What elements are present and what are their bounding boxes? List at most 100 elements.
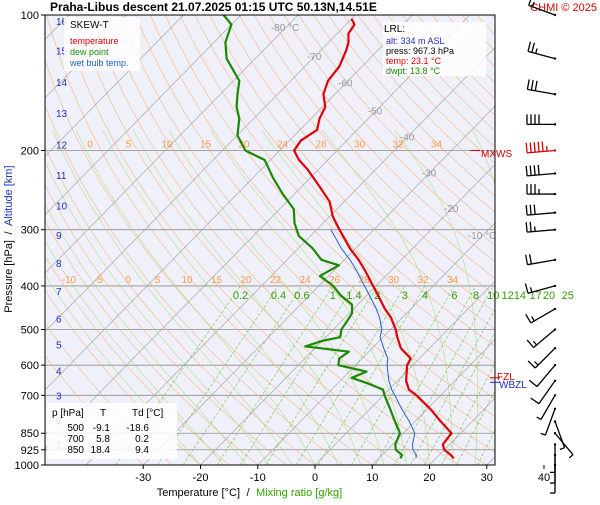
- x-tick-label: 10: [366, 472, 378, 484]
- x-tick-label: 40: [538, 472, 550, 484]
- y-axis-label-group: Pressure [hPa] / Altitude [km]: [3, 165, 15, 312]
- dry-adiabat: [595, 15, 600, 465]
- wind-barb-flag: [530, 222, 531, 232]
- wind-barb-base: [554, 308, 556, 310]
- x-tick-label: 0: [312, 472, 318, 484]
- wind-barb-base: [554, 432, 556, 434]
- wind-barb-base: [554, 408, 556, 410]
- info-line: alt: 334 m ASL: [386, 36, 445, 46]
- mixing-ratio-label: 3: [402, 290, 408, 302]
- table-cell: 700: [67, 434, 84, 445]
- wind-barb-flag: [532, 43, 535, 53]
- dry-adiabat-label: 0: [87, 139, 93, 150]
- wind-barb-half-flag: [541, 433, 546, 435]
- altitude-tick-label: 4: [56, 366, 62, 377]
- info-line: dwpt: 13.8 °C: [386, 66, 441, 76]
- altitude-tick-label: 12: [56, 141, 68, 152]
- table-cell: 18.4: [91, 445, 111, 456]
- wind-barb-shaft: [537, 365, 555, 386]
- wind-barb-half-flag: [560, 448, 565, 450]
- table-header: Td [°C]: [132, 408, 163, 419]
- wind-barb-flag: [535, 81, 537, 91]
- wind-barb-flag: [526, 222, 527, 232]
- dry-adiabat-label: 32: [392, 139, 404, 150]
- wind-barb-base: [554, 93, 556, 95]
- mixing-ratio-label: 0.4: [271, 290, 286, 302]
- wind-barb-flag: [531, 80, 533, 90]
- dry-adiabat-label: 20: [240, 275, 252, 286]
- wind-barb-base: [554, 123, 556, 125]
- x-tick-label: 30: [481, 472, 493, 484]
- dry-adiabat-label: 28: [315, 139, 327, 150]
- table-header: T: [100, 408, 106, 419]
- wind-barb: [527, 184, 556, 195]
- altitude-tick-label: 9: [56, 231, 62, 242]
- y-tick-label: 100: [21, 10, 39, 22]
- isotherm-label: -60: [338, 79, 353, 90]
- dry-adiabat: [580, 15, 600, 465]
- wind-barb-half-flag: [533, 341, 536, 345]
- table-cell: -18.6: [126, 423, 149, 434]
- isotherm-label: -70: [307, 52, 322, 63]
- dry-adiabat-label: 32: [417, 275, 429, 286]
- altitude-tick-label: 8: [56, 259, 62, 270]
- x-tick-label: -20: [193, 472, 209, 484]
- wind-barb-flag: [538, 142, 539, 152]
- dry-adiabat: [551, 15, 600, 465]
- wind-barb-half-flag: [537, 417, 541, 420]
- wind-barb-flag: [526, 143, 527, 153]
- dry-adiabat-label: 34: [447, 275, 459, 286]
- legend-item: temperature: [70, 36, 119, 46]
- wind-barb-flag: [529, 380, 537, 386]
- wind-barb-flag: [528, 361, 535, 368]
- y-tick-label: 1000: [15, 460, 39, 472]
- dry-adiabat-label: 15: [211, 275, 223, 286]
- wind-barb-base: [554, 259, 556, 261]
- wind-barb-base: [554, 172, 556, 174]
- wind-barb-flag: [542, 142, 543, 152]
- wind-barb-half-flag: [569, 455, 573, 458]
- wind-barb: [526, 165, 556, 176]
- table-cell: 0.2: [135, 434, 149, 445]
- wind-barb: [527, 80, 556, 96]
- dry-adiabat-label: 5: [155, 275, 161, 286]
- legend-title: SKEW-T: [70, 20, 109, 31]
- wind-barb-base: [554, 454, 556, 456]
- wind-barb: [529, 364, 556, 387]
- y-tick-label: 925: [21, 445, 39, 457]
- wind-barb-flag: [526, 166, 527, 176]
- table-header: p [hPa]: [52, 408, 84, 419]
- info-title: LRL:: [384, 24, 405, 35]
- x-axis-label: Temperature [°C]: [157, 487, 240, 499]
- altitude-tick-label: 7: [56, 287, 62, 298]
- wind-barbs: [525, 0, 573, 493]
- y-tick-label: 200: [21, 145, 39, 157]
- wind-barb-flag: [526, 255, 528, 265]
- wind-barb-shaft: [555, 433, 573, 454]
- wind-barb-flag: [528, 42, 531, 52]
- table-cell: 5.8: [96, 434, 110, 445]
- wind-barb-base: [554, 464, 556, 466]
- wind-barb-shaft: [531, 309, 555, 323]
- legend-item: dew point: [70, 47, 109, 57]
- x-tick-label: -10: [250, 472, 266, 484]
- wind-barb: [537, 394, 557, 419]
- wind-barb: [527, 114, 556, 125]
- wind-barb-base: [554, 57, 556, 59]
- mxws-label: MXWS: [481, 149, 512, 160]
- wind-barb-half-flag: [532, 317, 535, 321]
- dry-adiabat-label: 24: [277, 139, 289, 150]
- wind-barb-base: [554, 328, 556, 330]
- wind-barb-base: [554, 229, 556, 231]
- dry-adiabat: [536, 15, 600, 465]
- mixing-ratio-label: 10: [487, 290, 499, 302]
- wind-barb: [526, 205, 556, 216]
- wind-barb-flag: [538, 165, 539, 175]
- wind-barb: [550, 464, 556, 493]
- dry-adiabat-label: 34: [431, 139, 443, 150]
- x-axis-label-mixing: Mixing ratio [g/kg]: [256, 487, 342, 499]
- info-line: press: 967.3 hPa: [386, 46, 454, 56]
- wind-barb-half-flag: [535, 362, 539, 366]
- wind-barb: [527, 328, 556, 347]
